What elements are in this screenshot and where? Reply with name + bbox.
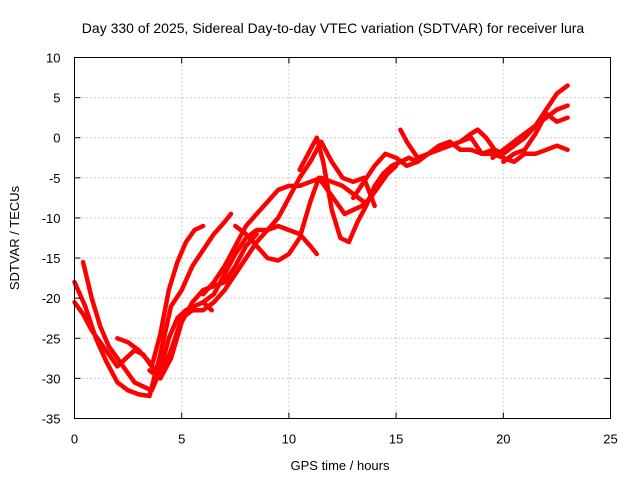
y-tick-label: -30 <box>42 371 61 386</box>
y-tick-label: -10 <box>42 211 61 226</box>
series-line-sat-13 <box>490 103 570 161</box>
series-line-sat-5 <box>147 223 320 381</box>
series-line-sat-14 <box>501 111 570 165</box>
series-line-sat-12 <box>447 83 570 157</box>
x-axis-label: GPS time / hours <box>291 458 390 473</box>
x-tick-label: 15 <box>389 432 403 447</box>
x-tick-label: 0 <box>71 432 78 447</box>
y-tick-label: -20 <box>42 291 61 306</box>
y-tick-label: -5 <box>49 171 61 186</box>
y-tick-label: 0 <box>53 131 60 146</box>
x-tick-label: 5 <box>178 432 185 447</box>
x-tick-label: 20 <box>496 432 510 447</box>
y-tick-label: -35 <box>42 412 61 427</box>
series-line-sat-1 <box>72 223 206 369</box>
series-line-sat-9 <box>297 135 420 245</box>
series-group <box>72 83 570 399</box>
series-line-sat-11 <box>398 127 570 165</box>
x-tick-label: 25 <box>603 432 617 447</box>
series-line-sat-6 <box>200 175 367 297</box>
chart-title: Day 330 of 2025, Sidereal Day-to-day VTE… <box>82 20 585 36</box>
axis-ticks: 0 5 10 15 20 25 -35 -30 -25 -20 -15 -10 -5 0 5 10 <box>42 51 618 447</box>
series-line-sat-7 <box>200 139 377 305</box>
plot-frame <box>74 57 611 419</box>
y-axis-label: SDTVAR / TECUs <box>7 185 22 290</box>
y-tick-label: 5 <box>53 91 60 106</box>
y-tick-label: -25 <box>42 331 61 346</box>
y-tick-label: 10 <box>46 51 60 66</box>
y-tick-label: -15 <box>42 251 61 266</box>
x-tick-label: 10 <box>282 432 296 447</box>
